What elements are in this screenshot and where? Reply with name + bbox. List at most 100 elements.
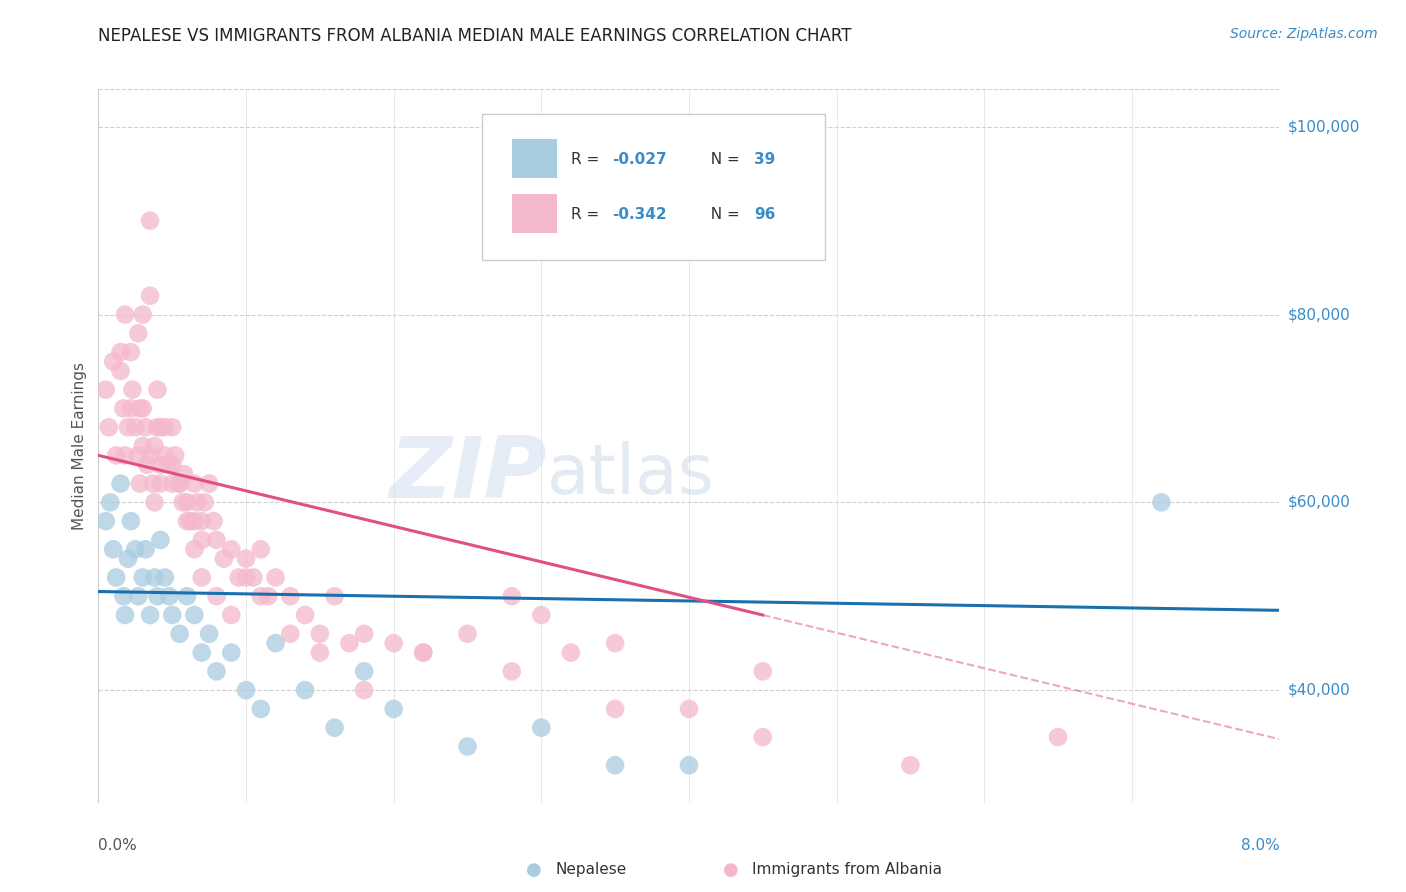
Bar	[512, 194, 557, 234]
Point	[456, 739, 478, 754]
Point	[264, 570, 287, 584]
Point	[132, 570, 155, 584]
Point	[162, 476, 183, 491]
Point	[176, 495, 198, 509]
Point	[183, 476, 205, 491]
Point	[751, 665, 773, 679]
Point	[678, 702, 700, 716]
Point	[114, 449, 136, 463]
Point	[257, 589, 280, 603]
Point	[323, 589, 346, 603]
Point	[235, 570, 257, 584]
Point	[120, 401, 142, 416]
Text: Nepalese: Nepalese	[555, 863, 627, 877]
Point	[153, 449, 176, 463]
Point	[120, 514, 142, 528]
Point	[127, 449, 149, 463]
Point	[219, 542, 242, 557]
Point	[323, 721, 346, 735]
Point	[250, 542, 273, 557]
Point	[139, 289, 162, 303]
Point	[112, 589, 135, 603]
Point	[278, 627, 301, 641]
Point	[146, 383, 169, 397]
Point	[103, 542, 125, 557]
Point	[250, 702, 273, 716]
Point	[153, 570, 176, 584]
Point	[605, 702, 627, 716]
Point	[132, 439, 155, 453]
Text: ●: ●	[723, 861, 740, 879]
Text: $60,000: $60,000	[1288, 495, 1351, 510]
Point	[219, 607, 242, 622]
Point	[97, 420, 120, 434]
Text: N =: N =	[700, 152, 744, 167]
Point	[1046, 730, 1069, 744]
Point	[412, 646, 434, 660]
Point	[149, 420, 172, 434]
Text: atlas: atlas	[547, 441, 716, 508]
FancyBboxPatch shape	[482, 114, 825, 260]
Point	[110, 476, 132, 491]
Point	[127, 589, 149, 603]
Point	[124, 420, 146, 434]
Point	[127, 326, 149, 341]
Point	[176, 514, 198, 528]
Point	[105, 449, 128, 463]
Point	[353, 665, 375, 679]
Point	[605, 636, 627, 650]
Point	[146, 589, 169, 603]
Text: 8.0%: 8.0%	[1240, 838, 1279, 854]
Point	[143, 439, 166, 453]
Point	[98, 495, 121, 509]
Point	[560, 646, 582, 660]
Point	[139, 607, 162, 622]
Point	[136, 458, 159, 472]
Bar	[512, 139, 557, 178]
Point	[121, 383, 143, 397]
Point	[165, 449, 187, 463]
Point	[132, 401, 155, 416]
Text: $80,000: $80,000	[1288, 307, 1351, 322]
Y-axis label: Median Male Earnings: Median Male Earnings	[72, 362, 87, 530]
Text: $40,000: $40,000	[1288, 682, 1351, 698]
Point	[149, 476, 172, 491]
Point	[162, 420, 183, 434]
Point	[242, 570, 264, 584]
Point	[501, 665, 523, 679]
Point	[169, 476, 191, 491]
Text: N =: N =	[700, 207, 744, 221]
Text: NEPALESE VS IMMIGRANTS FROM ALBANIA MEDIAN MALE EARNINGS CORRELATION CHART: NEPALESE VS IMMIGRANTS FROM ALBANIA MEDI…	[98, 27, 852, 45]
Point	[153, 420, 176, 434]
Point	[124, 542, 146, 557]
Point	[114, 308, 136, 322]
Point	[294, 607, 316, 622]
Point	[162, 458, 183, 472]
Text: 0.0%: 0.0%	[98, 838, 138, 854]
Text: R =: R =	[571, 152, 605, 167]
Point	[605, 758, 627, 772]
Text: -0.342: -0.342	[612, 207, 666, 221]
Point	[337, 636, 360, 650]
Point	[250, 589, 273, 603]
Point	[382, 636, 405, 650]
Point	[143, 495, 166, 509]
Point	[128, 476, 150, 491]
Point	[149, 533, 172, 547]
Point	[132, 308, 155, 322]
Point	[190, 533, 214, 547]
Point	[157, 589, 180, 603]
Point	[156, 458, 179, 472]
Point	[530, 607, 553, 622]
Point	[235, 551, 257, 566]
Point	[194, 495, 217, 509]
Point	[205, 533, 228, 547]
Text: Immigrants from Albania: Immigrants from Albania	[752, 863, 942, 877]
Point	[103, 354, 125, 368]
Text: ●: ●	[526, 861, 543, 879]
Point	[212, 551, 235, 566]
Point	[139, 213, 162, 227]
Point	[183, 542, 205, 557]
Text: R =: R =	[571, 207, 605, 221]
Text: -0.027: -0.027	[612, 152, 666, 167]
